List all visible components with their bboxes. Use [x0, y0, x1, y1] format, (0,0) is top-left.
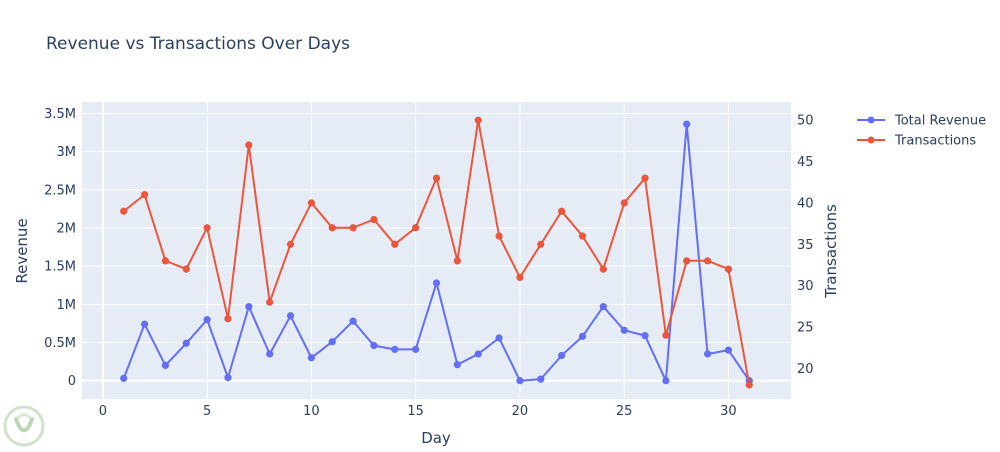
y2-tick-label: 20: [797, 362, 814, 377]
y-tick-label: 3M: [57, 145, 77, 160]
data-point-total-revenue: [286, 312, 295, 320]
data-point-transactions: [495, 232, 503, 240]
data-point-total-revenue: [265, 350, 274, 358]
data-point-transactions: [370, 215, 378, 224]
data-point-total-revenue: [474, 350, 482, 358]
data-point-total-revenue: [224, 373, 232, 382]
data-point-transactions: [453, 257, 462, 265]
data-point-transactions: [307, 199, 316, 207]
data-point-transactions: [119, 207, 128, 215]
data-point-transactions: [265, 298, 274, 306]
x-tick-label: 0: [99, 404, 107, 419]
y-tick-label: 3.5M: [44, 107, 76, 122]
y2-tick-label: 35: [797, 238, 814, 253]
data-point-total-revenue: [453, 360, 462, 369]
y2-tick-label: 40: [797, 196, 814, 211]
data-point-total-revenue: [182, 339, 191, 348]
y-tick-label: 0.5M: [44, 336, 76, 351]
legend-label-transactions: Transactions: [894, 134, 976, 149]
data-point-total-revenue: [307, 354, 316, 362]
y2-tick-label: 25: [797, 321, 814, 336]
data-point-transactions: [286, 240, 295, 249]
data-point-transactions: [161, 257, 170, 265]
y-tick-label: 1.5M: [44, 260, 76, 275]
legend-swatch-marker: [867, 116, 875, 124]
watermark-logo-icon: [3, 405, 45, 447]
data-point-total-revenue: [203, 315, 211, 324]
data-point-transactions: [745, 381, 754, 389]
data-point-total-revenue: [495, 334, 503, 342]
data-point-total-revenue: [119, 374, 128, 383]
data-point-transactions: [724, 265, 733, 273]
x-tick-label: 20: [512, 404, 529, 419]
data-point-transactions: [328, 223, 336, 232]
data-point-total-revenue: [578, 332, 587, 341]
data-point-total-revenue: [432, 279, 441, 287]
data-point-total-revenue: [682, 120, 691, 128]
data-point-total-revenue: [349, 317, 357, 325]
data-point-transactions: [662, 331, 670, 340]
data-point-transactions: [224, 315, 232, 323]
data-point-transactions: [411, 223, 420, 232]
data-point-total-revenue: [641, 331, 649, 340]
y-tick-label: 2M: [57, 221, 77, 236]
x-tick-label: 10: [303, 404, 320, 419]
data-point-total-revenue: [620, 326, 628, 335]
data-point-transactions: [391, 240, 399, 249]
y-tick-label: 1M: [57, 298, 77, 313]
data-point-total-revenue: [516, 376, 524, 385]
data-point-total-revenue: [245, 302, 253, 311]
y2-tick-label: 30: [797, 279, 814, 294]
x-tick-label: 5: [203, 404, 211, 419]
y-tick-label: 0: [68, 374, 76, 389]
legend-label-total-revenue: Total Revenue: [894, 114, 986, 129]
data-point-total-revenue: [662, 376, 670, 385]
x-tick-label: 15: [407, 404, 424, 419]
legend-swatch-marker: [867, 136, 875, 144]
x-tick-label: 30: [720, 404, 737, 419]
chart-title: Revenue vs Transactions Over Days: [46, 34, 350, 54]
legend: Total Revenue Transactions: [857, 114, 986, 149]
data-point-transactions: [516, 273, 524, 282]
data-point-total-revenue: [557, 351, 566, 360]
data-point-transactions: [578, 232, 587, 240]
data-point-total-revenue: [703, 350, 712, 358]
data-point-transactions: [599, 265, 608, 273]
data-point-total-revenue: [140, 320, 149, 328]
y-axis-title: Revenue: [13, 218, 31, 283]
data-point-total-revenue: [328, 337, 336, 346]
y-tick-label: 2.5M: [44, 183, 76, 198]
x-tick-label: 25: [616, 404, 633, 419]
data-point-total-revenue: [537, 375, 545, 383]
data-point-transactions: [474, 116, 482, 124]
data-point-transactions: [432, 174, 441, 182]
data-point-transactions: [182, 265, 191, 273]
y2-tick-label: 50: [797, 114, 814, 129]
data-point-transactions: [203, 223, 211, 232]
data-point-transactions: [641, 174, 649, 182]
data-point-transactions: [557, 207, 566, 215]
data-point-transactions: [620, 199, 628, 207]
data-point-transactions: [682, 257, 691, 265]
y2-axis-title: Transactions: [822, 204, 840, 299]
series-layer: [119, 116, 754, 389]
data-point-transactions: [349, 223, 357, 232]
data-point-total-revenue: [391, 345, 399, 354]
data-point-total-revenue: [370, 341, 378, 350]
data-point-total-revenue: [724, 346, 733, 354]
data-point-transactions: [537, 240, 545, 249]
data-point-total-revenue: [411, 345, 420, 354]
data-point-transactions: [703, 257, 712, 265]
data-point-total-revenue: [161, 361, 170, 370]
data-point-total-revenue: [599, 302, 608, 311]
data-point-transactions: [140, 190, 149, 199]
x-axis-title: Day: [421, 429, 451, 447]
y2-tick-label: 45: [797, 155, 814, 170]
data-point-transactions: [245, 141, 253, 149]
tick-labels: 0 5 10 15 20 25 30 0 0.5M 1M 1.5M 2M 2.5M 3M 3.5M 20 25 3…: [44, 107, 813, 419]
